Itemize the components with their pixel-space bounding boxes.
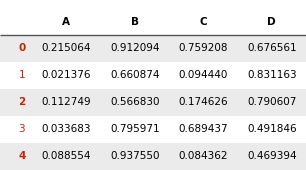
Text: 0.469394: 0.469394 [247, 151, 297, 162]
Text: 0.033683: 0.033683 [42, 124, 91, 134]
Text: 0.790607: 0.790607 [247, 97, 297, 107]
Text: 0.215064: 0.215064 [42, 43, 91, 53]
Text: 0.088554: 0.088554 [42, 151, 91, 162]
Text: 0.021376: 0.021376 [42, 70, 91, 80]
Text: 1: 1 [18, 70, 25, 80]
Bar [0, 35, 306, 62]
Text: 2: 2 [18, 97, 25, 107]
Text: C: C [200, 17, 207, 27]
Text: 0.660874: 0.660874 [110, 70, 160, 80]
Bar [0, 62, 306, 89]
Text: 0.566830: 0.566830 [110, 97, 160, 107]
Text: 0.795971: 0.795971 [110, 124, 160, 134]
Text: 0.912094: 0.912094 [110, 43, 160, 53]
Text: 0.174626: 0.174626 [178, 97, 228, 107]
Text: 0.112749: 0.112749 [42, 97, 91, 107]
Text: 0.094440: 0.094440 [179, 70, 228, 80]
Text: 0: 0 [18, 43, 25, 53]
Text: B: B [131, 17, 139, 27]
Text: 0.689437: 0.689437 [178, 124, 228, 134]
Text: 0.937550: 0.937550 [110, 151, 160, 162]
Text: 0.084362: 0.084362 [178, 151, 228, 162]
Text: 4: 4 [18, 151, 25, 162]
Text: 0.676561: 0.676561 [247, 43, 297, 53]
Text: D: D [267, 17, 276, 27]
Text: A: A [62, 17, 70, 27]
Text: 3: 3 [18, 124, 25, 134]
Bar [0, 116, 306, 143]
Text: 0.831163: 0.831163 [247, 70, 297, 80]
Bar [0, 143, 306, 170]
Bar [0, 89, 306, 116]
Text: 0.759208: 0.759208 [178, 43, 228, 53]
Text: 0.491846: 0.491846 [247, 124, 297, 134]
